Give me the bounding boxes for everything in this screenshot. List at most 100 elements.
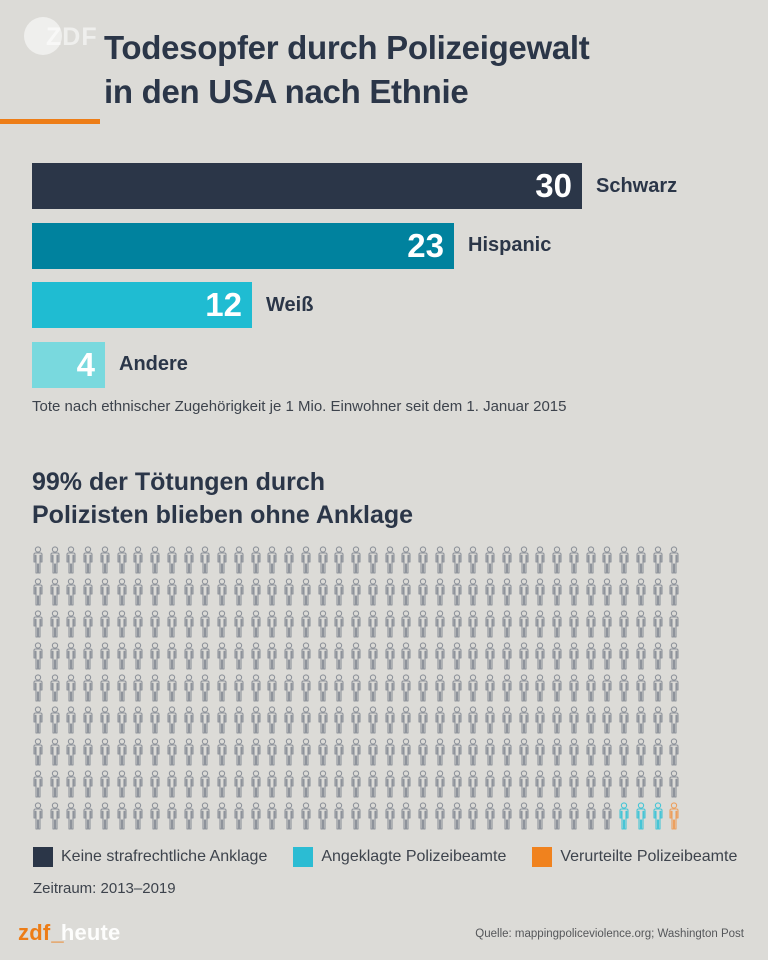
person-icon-keine-anklage bbox=[334, 546, 344, 574]
person-icon-keine-anklage bbox=[452, 642, 462, 670]
legend-swatch bbox=[33, 847, 53, 867]
person-icon-keine-anklage bbox=[251, 706, 261, 734]
bar-label: Andere bbox=[119, 353, 188, 375]
person-icon-keine-anklage bbox=[519, 706, 529, 734]
person-icon-keine-anklage bbox=[585, 610, 596, 638]
person-icon-keine-anklage bbox=[401, 802, 411, 830]
person-icon-keine-anklage bbox=[468, 738, 478, 766]
person-icon-keine-anklage bbox=[401, 770, 411, 798]
person-icon-keine-anklage bbox=[251, 770, 261, 798]
person-icon-keine-anklage bbox=[318, 738, 328, 766]
person-icon-keine-anklage bbox=[117, 642, 127, 670]
person-icon-keine-anklage bbox=[619, 578, 629, 606]
person-icon-keine-anklage bbox=[535, 578, 545, 606]
person-icon-keine-anklage bbox=[200, 770, 210, 798]
person-icon-keine-anklage bbox=[652, 578, 663, 606]
person-icon-keine-anklage bbox=[334, 802, 344, 830]
bar-row: 30 Schwarz bbox=[32, 163, 752, 209]
person-icon-keine-anklage bbox=[569, 610, 579, 638]
person-icon-keine-anklage bbox=[569, 546, 579, 574]
person-icon-keine-anklage bbox=[133, 610, 144, 638]
person-icon-keine-anklage bbox=[569, 578, 579, 606]
person-icon-keine-anklage bbox=[83, 642, 93, 670]
person-icon-keine-anklage bbox=[66, 674, 77, 702]
person-icon-keine-anklage bbox=[100, 802, 110, 830]
person-icon-keine-anklage bbox=[100, 546, 110, 574]
person-icon-keine-anklage bbox=[50, 738, 60, 766]
person-icon-keine-anklage bbox=[83, 770, 93, 798]
person-icon-keine-anklage bbox=[418, 610, 428, 638]
person-icon-keine-anklage bbox=[669, 674, 679, 702]
person-icon-keine-anklage bbox=[284, 802, 294, 830]
person-icon-keine-anklage bbox=[217, 802, 227, 830]
person-icon-keine-anklage bbox=[33, 674, 43, 702]
person-icon-keine-anklage bbox=[652, 706, 663, 734]
person-icon-keine-anklage bbox=[217, 674, 227, 702]
person-icon-keine-anklage bbox=[468, 610, 478, 638]
person-icon-keine-anklage bbox=[117, 674, 127, 702]
person-icon-keine-anklage bbox=[401, 546, 411, 574]
person-icon-keine-anklage bbox=[50, 770, 60, 798]
person-icon-keine-anklage bbox=[669, 770, 679, 798]
legend-label: Keine strafrechtliche Anklage bbox=[61, 848, 268, 865]
person-icon-keine-anklage bbox=[368, 802, 378, 830]
person-icon-keine-anklage bbox=[251, 610, 261, 638]
source-text: Quelle: mappingpoliceviolence.org; Washi… bbox=[475, 928, 744, 940]
person-icon-keine-anklage bbox=[167, 610, 177, 638]
person-icon-keine-anklage bbox=[234, 610, 244, 638]
person-icon-keine-anklage bbox=[636, 610, 646, 638]
person-icon-keine-anklage bbox=[200, 578, 210, 606]
person-icon-keine-anklage bbox=[217, 706, 227, 734]
person-icon-keine-anklage bbox=[251, 738, 261, 766]
person-icon-keine-anklage bbox=[267, 738, 277, 766]
person-icon-keine-anklage bbox=[50, 578, 60, 606]
person-icon-keine-anklage bbox=[636, 770, 646, 798]
person-icon-keine-anklage bbox=[50, 802, 60, 830]
person-icon-keine-anklage bbox=[334, 674, 344, 702]
legend-item: Angeklagte Polizeibeamte bbox=[293, 847, 506, 867]
person-icon-keine-anklage bbox=[552, 674, 562, 702]
person-icon-keine-anklage bbox=[368, 642, 378, 670]
person-icon-keine-anklage bbox=[184, 578, 194, 606]
person-icon-keine-anklage bbox=[234, 642, 244, 670]
person-icon-keine-anklage bbox=[602, 738, 612, 766]
person-icon-keine-anklage bbox=[167, 802, 177, 830]
person-icon-keine-anklage bbox=[368, 578, 378, 606]
person-icon-keine-anklage bbox=[602, 802, 612, 830]
person-icon-keine-anklage bbox=[318, 578, 328, 606]
legend-label: Angeklagte Polizeibeamte bbox=[321, 848, 507, 865]
person-icon-keine-anklage bbox=[619, 738, 629, 766]
person-icon-keine-anklage bbox=[184, 674, 194, 702]
person-icon-keine-anklage bbox=[200, 610, 210, 638]
person-icon-keine-anklage bbox=[485, 706, 495, 734]
person-icon-keine-anklage bbox=[117, 546, 127, 574]
person-icon-keine-anklage bbox=[284, 738, 294, 766]
person-icon-keine-anklage bbox=[150, 738, 160, 766]
person-icon-keine-anklage bbox=[318, 770, 328, 798]
person-icon-keine-anklage bbox=[418, 546, 428, 574]
person-icon-keine-anklage bbox=[519, 610, 529, 638]
person-icon-keine-anklage bbox=[535, 674, 545, 702]
person-icon-keine-anklage bbox=[351, 770, 361, 798]
person-icon-keine-anklage bbox=[385, 546, 395, 574]
person-icon-keine-anklage bbox=[351, 642, 361, 670]
person-icon-keine-anklage bbox=[301, 546, 311, 574]
person-icon-keine-anklage bbox=[602, 610, 612, 638]
pictogram-headline-line1: 99% der Tötungen durch bbox=[32, 468, 326, 496]
zdf-logo: ZDF bbox=[24, 17, 104, 59]
person-icon-keine-anklage bbox=[50, 642, 60, 670]
person-icon-keine-anklage bbox=[552, 738, 562, 766]
bar-label: Schwarz bbox=[596, 174, 678, 197]
person-icon-keine-anklage bbox=[83, 706, 93, 734]
person-icon-keine-anklage bbox=[368, 706, 378, 734]
person-icon-keine-anklage bbox=[569, 706, 579, 734]
person-icon-keine-anklage bbox=[251, 578, 261, 606]
period-text: Zeitraum: 2013–2019 bbox=[33, 880, 176, 897]
person-icon-keine-anklage bbox=[401, 610, 411, 638]
person-icon-keine-anklage bbox=[619, 674, 629, 702]
person-icon-keine-anklage bbox=[636, 546, 646, 574]
person-icon-keine-anklage bbox=[200, 546, 210, 574]
person-icon-keine-anklage bbox=[485, 642, 495, 670]
person-icon-keine-anklage bbox=[636, 674, 646, 702]
person-icon-keine-anklage bbox=[267, 706, 277, 734]
